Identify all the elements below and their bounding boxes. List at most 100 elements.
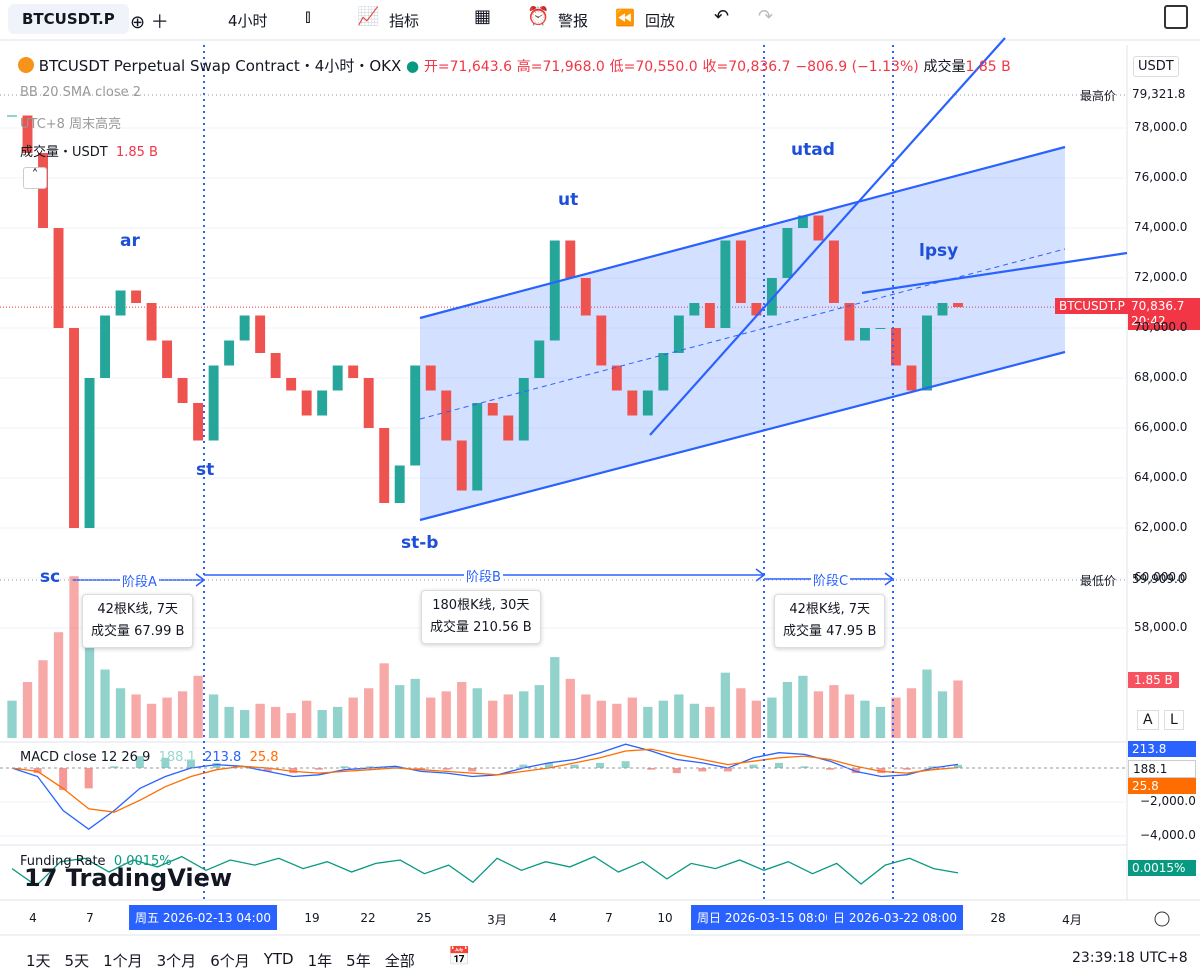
candle [224, 340, 235, 366]
candle [766, 278, 777, 316]
volume-bar [689, 703, 700, 738]
macd-histogram [902, 768, 911, 770]
range-button[interactable]: 1个月 [103, 952, 143, 970]
interval-button[interactable]: 4小时 [228, 12, 268, 30]
label-ar: ar [120, 231, 140, 251]
volume-bar [798, 675, 808, 738]
volume-bar [906, 688, 917, 738]
candle [38, 153, 48, 228]
funding-value: 0.0015% [113, 854, 172, 869]
macd-histogram [877, 768, 886, 774]
macd-histogram [33, 768, 42, 774]
last-price: 70,836.7 [1131, 299, 1185, 314]
x-tick-label: 10 [657, 911, 673, 925]
macd-histogram [289, 768, 298, 774]
candle [425, 365, 436, 391]
box-line: 成交量 67.99 B [91, 624, 185, 639]
volume-bar [519, 691, 529, 738]
low-label: 最低价 [1080, 574, 1117, 588]
volume-bar [534, 685, 544, 738]
macd-histogram [826, 768, 835, 770]
last-price-badge: 70,836.7 20:42 [1128, 298, 1200, 331]
macd-histogram [621, 761, 630, 769]
macd-hist-value: 188.1 [158, 750, 196, 765]
replay-icon[interactable]: ⏪ [615, 8, 635, 27]
volume-bar [22, 682, 33, 738]
volume-value: 1.85 B [115, 145, 158, 160]
auto-scale[interactable]: A [1137, 710, 1159, 730]
indicator-bb: BB 20 SMA close 2 [20, 85, 142, 100]
candle [363, 378, 374, 428]
volume-bar [286, 713, 296, 738]
fullscreen[interactable] [1164, 5, 1188, 29]
volume-bar [426, 697, 436, 738]
legend-low: 低=70,550.0 [609, 59, 698, 75]
box-line: 42根K线, 7天 [97, 602, 178, 617]
macd-histogram [698, 768, 707, 772]
range-button[interactable]: 5年 [346, 952, 371, 970]
macd-histogram [570, 764, 579, 769]
macd-legend: MACD close 12 26 9 188.1 213.8 25.8 [20, 750, 279, 765]
volume-bar [860, 700, 870, 738]
alert-button[interactable]: 警报 [558, 12, 589, 30]
label-lpsy: lpsy [919, 241, 959, 261]
range-box: 42根K线, 7天 成交量 47.95 B [774, 594, 886, 648]
volume-bar [596, 700, 606, 738]
range-button[interactable]: 6个月 [210, 952, 250, 970]
log-scale[interactable]: L [1164, 710, 1184, 730]
legend-volume: 1.85 B [965, 59, 1011, 75]
x-tick-label: 7 [605, 911, 613, 925]
range-button[interactable]: YTD [263, 950, 294, 968]
alert-icon[interactable]: ⏰ [527, 6, 550, 27]
volume-bar [829, 685, 839, 738]
volume-bar [239, 710, 250, 738]
macd-badge: 213.8 [1128, 741, 1196, 757]
volume-bar [53, 632, 64, 738]
macd-histogram [544, 762, 553, 769]
macd-histogram [314, 768, 323, 770]
symbol-button[interactable]: BTCUSDT.P [8, 4, 129, 34]
x-tick-label: 4 [29, 911, 37, 925]
candle [332, 365, 343, 391]
chart-type[interactable]: ⫾ [305, 6, 311, 27]
range-button[interactable]: 1天 [26, 952, 51, 970]
volume-bar [302, 700, 312, 738]
candle [115, 290, 126, 316]
x-tick-label: 日 2026-03-22 08:00 [827, 905, 963, 930]
undo[interactable]: ↶ [714, 6, 730, 27]
range-box: 42根K线, 7天 成交量 67.99 B [82, 594, 194, 648]
candle [503, 415, 514, 441]
candle [534, 340, 545, 378]
redo[interactable]: ↷ [758, 6, 774, 27]
indicators-button[interactable]: 指标 [389, 12, 420, 30]
macd-histogram [110, 766, 119, 769]
range-button[interactable]: 全部 [384, 952, 415, 970]
replay-button[interactable]: 回放 [645, 12, 676, 30]
range-button[interactable]: 1年 [307, 952, 333, 970]
x-tick-label: 周五 2026-02-13 04:00 [129, 905, 277, 930]
add-symbol[interactable]: ⊕ ＋ [130, 12, 169, 33]
layout-button[interactable]: ▦ [474, 6, 492, 27]
legend-change: −806.9 (−1.13%) [795, 59, 919, 75]
candle [7, 115, 17, 117]
indicators-icon[interactable]: 📈 [357, 6, 380, 27]
range-button[interactable]: 3个月 [156, 952, 197, 970]
candle [673, 315, 684, 353]
x-tick-label: 周日 2026-03-15 08:00 [691, 905, 839, 930]
range-button[interactable]: 5天 [64, 952, 90, 970]
goto-date[interactable]: 📅 [448, 946, 471, 967]
volume-bar [658, 700, 668, 738]
settings-icon[interactable] [1154, 911, 1170, 927]
volume-bar [379, 663, 389, 738]
collapse-button[interactable]: ˄ [23, 167, 47, 189]
candle [22, 115, 33, 153]
trend-line [649, 37, 1006, 436]
candle [379, 428, 390, 503]
currency-button[interactable]: USDT [1133, 56, 1179, 77]
high-value: 79,321.8 [1132, 86, 1186, 101]
high-label: 最高价 [1080, 89, 1117, 103]
x-tick-label: 19 [304, 911, 320, 925]
volume-badge: 1.85 B [1128, 672, 1179, 688]
y-tick-label: −2,000.0 [1140, 793, 1196, 808]
